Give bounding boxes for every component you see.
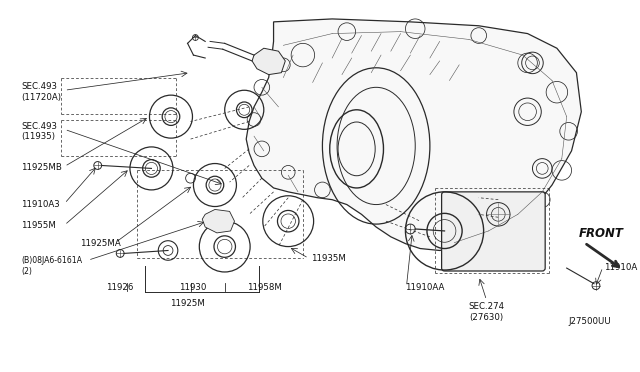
- Text: J27500UU: J27500UU: [568, 317, 611, 326]
- Polygon shape: [202, 209, 234, 233]
- Text: 11935M: 11935M: [310, 254, 346, 263]
- Text: 11958M: 11958M: [247, 283, 282, 292]
- Polygon shape: [252, 48, 285, 75]
- Text: (B)08JA6-6161A
(2): (B)08JA6-6161A (2): [22, 256, 83, 276]
- Text: 11925MA: 11925MA: [80, 239, 121, 248]
- Text: SEC.493
(11935): SEC.493 (11935): [22, 122, 58, 141]
- Text: SEC.274
(27630): SEC.274 (27630): [468, 302, 504, 322]
- Text: 11955M: 11955M: [22, 221, 56, 230]
- Text: SEC.493
(11720A): SEC.493 (11720A): [22, 83, 61, 102]
- Polygon shape: [246, 19, 581, 250]
- Text: 11910A3: 11910A3: [22, 200, 60, 209]
- Text: 11930: 11930: [179, 283, 206, 292]
- Text: 11910AA: 11910AA: [406, 283, 445, 292]
- FancyBboxPatch shape: [442, 192, 545, 271]
- Text: 11925M: 11925M: [170, 299, 205, 308]
- Text: FRONT: FRONT: [579, 227, 623, 240]
- Text: 11926: 11926: [106, 283, 133, 292]
- Text: 11925MB: 11925MB: [22, 163, 62, 171]
- Text: 11910A: 11910A: [604, 263, 637, 272]
